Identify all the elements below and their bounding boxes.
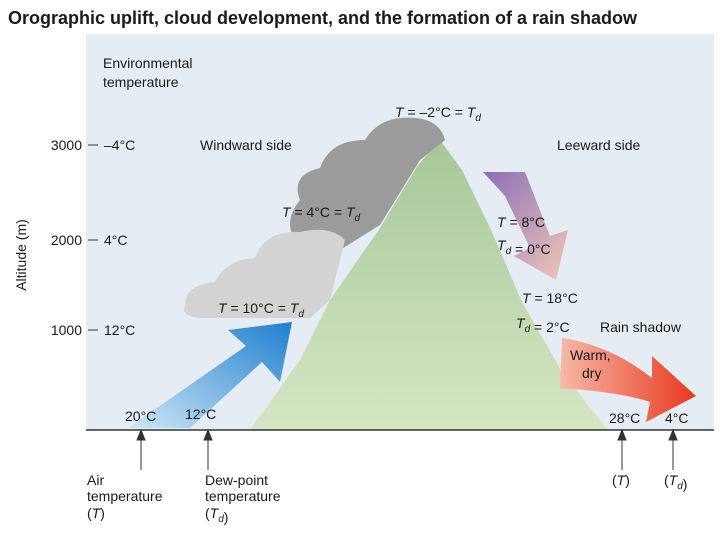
- rising-air-arrow: [128, 322, 292, 428]
- pointer-head: [136, 428, 146, 441]
- key-label: Dew-point: [205, 472, 268, 488]
- key-label: (Td): [664, 472, 687, 492]
- temperature-tick-label: –4°C: [104, 137, 135, 153]
- subscript: d: [475, 113, 481, 124]
- surface-temp: 28°C: [609, 410, 640, 426]
- text-part: T: [210, 505, 220, 521]
- labels: Altitude (m) 3000 –4°C 2000 4°C 1000 12°C Envir…: [13, 55, 689, 525]
- pointer-head: [668, 428, 678, 441]
- text-part: T: [617, 472, 627, 488]
- temperature-tick-label: 12°C: [104, 322, 135, 338]
- text-part: T: [282, 204, 292, 220]
- text-part: = 4°C =: [291, 204, 346, 220]
- surface-temp: 20°C: [125, 408, 156, 424]
- pointer-head: [203, 428, 213, 441]
- text-part: T: [346, 204, 356, 220]
- pointer-head: [617, 428, 627, 441]
- descending-air-arrow: [483, 172, 568, 280]
- annotation: T = 10°C = Td: [218, 300, 304, 320]
- surface-temp: 12°C: [185, 406, 216, 422]
- text-part: (: [664, 472, 669, 488]
- key-label: (T): [87, 505, 105, 521]
- subscript: d: [525, 324, 531, 335]
- heading: Environmental: [103, 55, 193, 71]
- key-label: (Td): [205, 505, 228, 525]
- text-part: T: [497, 237, 507, 253]
- subscript: d: [677, 481, 683, 492]
- annotation: T = 18°C: [522, 290, 578, 306]
- warm-dry-label: Warm,: [570, 347, 611, 363]
- title: Orographic uplift, cloud development, an…: [8, 8, 638, 28]
- heading: temperature: [103, 74, 179, 90]
- mountain: [250, 140, 608, 430]
- text-part: (: [205, 505, 210, 521]
- annotation: T = 8°C: [497, 214, 545, 230]
- text-part: T: [467, 104, 477, 120]
- axis-label: Altitude (m): [13, 219, 29, 291]
- text-part: T: [92, 505, 102, 521]
- side-label: Windward side: [200, 137, 292, 153]
- altitude-tick-label: 2000: [51, 232, 82, 248]
- text-part: ): [683, 476, 688, 492]
- text-part: = 8°C: [506, 214, 545, 230]
- text-part: = 18°C: [531, 290, 578, 306]
- upper-cloud: [290, 117, 445, 250]
- side-label: Leeward side: [557, 137, 640, 153]
- text-part: = 2°C: [530, 319, 569, 335]
- annotation: T = 4°C = Td: [282, 204, 361, 224]
- annotation: Td = 0°C: [497, 237, 551, 257]
- text-part: T: [290, 300, 300, 316]
- side-label: Rain shadow: [600, 319, 682, 335]
- key-label: (T): [612, 472, 630, 488]
- text-part: (: [612, 472, 617, 488]
- text-part: T: [497, 214, 507, 230]
- key-label: temperature: [87, 488, 163, 504]
- key-label: Air: [87, 472, 104, 488]
- temperature-tick-label: 4°C: [104, 232, 128, 248]
- surface-temp: 4°C: [665, 410, 689, 426]
- altitude-tick-label: 1000: [51, 322, 82, 338]
- text-part: T: [522, 290, 532, 306]
- subscript: d: [218, 514, 224, 525]
- text-part: ): [224, 509, 229, 525]
- subscript: d: [355, 213, 361, 224]
- text-part: = –2°C =: [404, 104, 467, 120]
- annotation: Td = 2°C: [516, 315, 570, 335]
- warm-dry-arrow: [560, 338, 696, 422]
- text-part: ): [625, 472, 630, 488]
- text-part: T: [395, 104, 405, 120]
- subscript: d: [506, 246, 512, 257]
- pointer-arrows: [136, 428, 678, 470]
- text-part: T: [669, 472, 679, 488]
- tick-dashes: [88, 144, 98, 331]
- text-part: T: [516, 315, 526, 331]
- text-part: = 10°C =: [227, 300, 290, 316]
- text-part: T: [218, 300, 228, 316]
- key-label: temperature: [205, 488, 281, 504]
- subscript: d: [298, 309, 304, 320]
- annotation: T = –2°C = Td: [395, 104, 481, 124]
- altitude-tick-label: 3000: [51, 137, 82, 153]
- text-part: ): [100, 505, 105, 521]
- text-part: = 0°C: [511, 241, 550, 257]
- lower-cloud: [184, 229, 345, 318]
- warm-dry-label: dry: [582, 365, 601, 381]
- text-part: (: [87, 505, 92, 521]
